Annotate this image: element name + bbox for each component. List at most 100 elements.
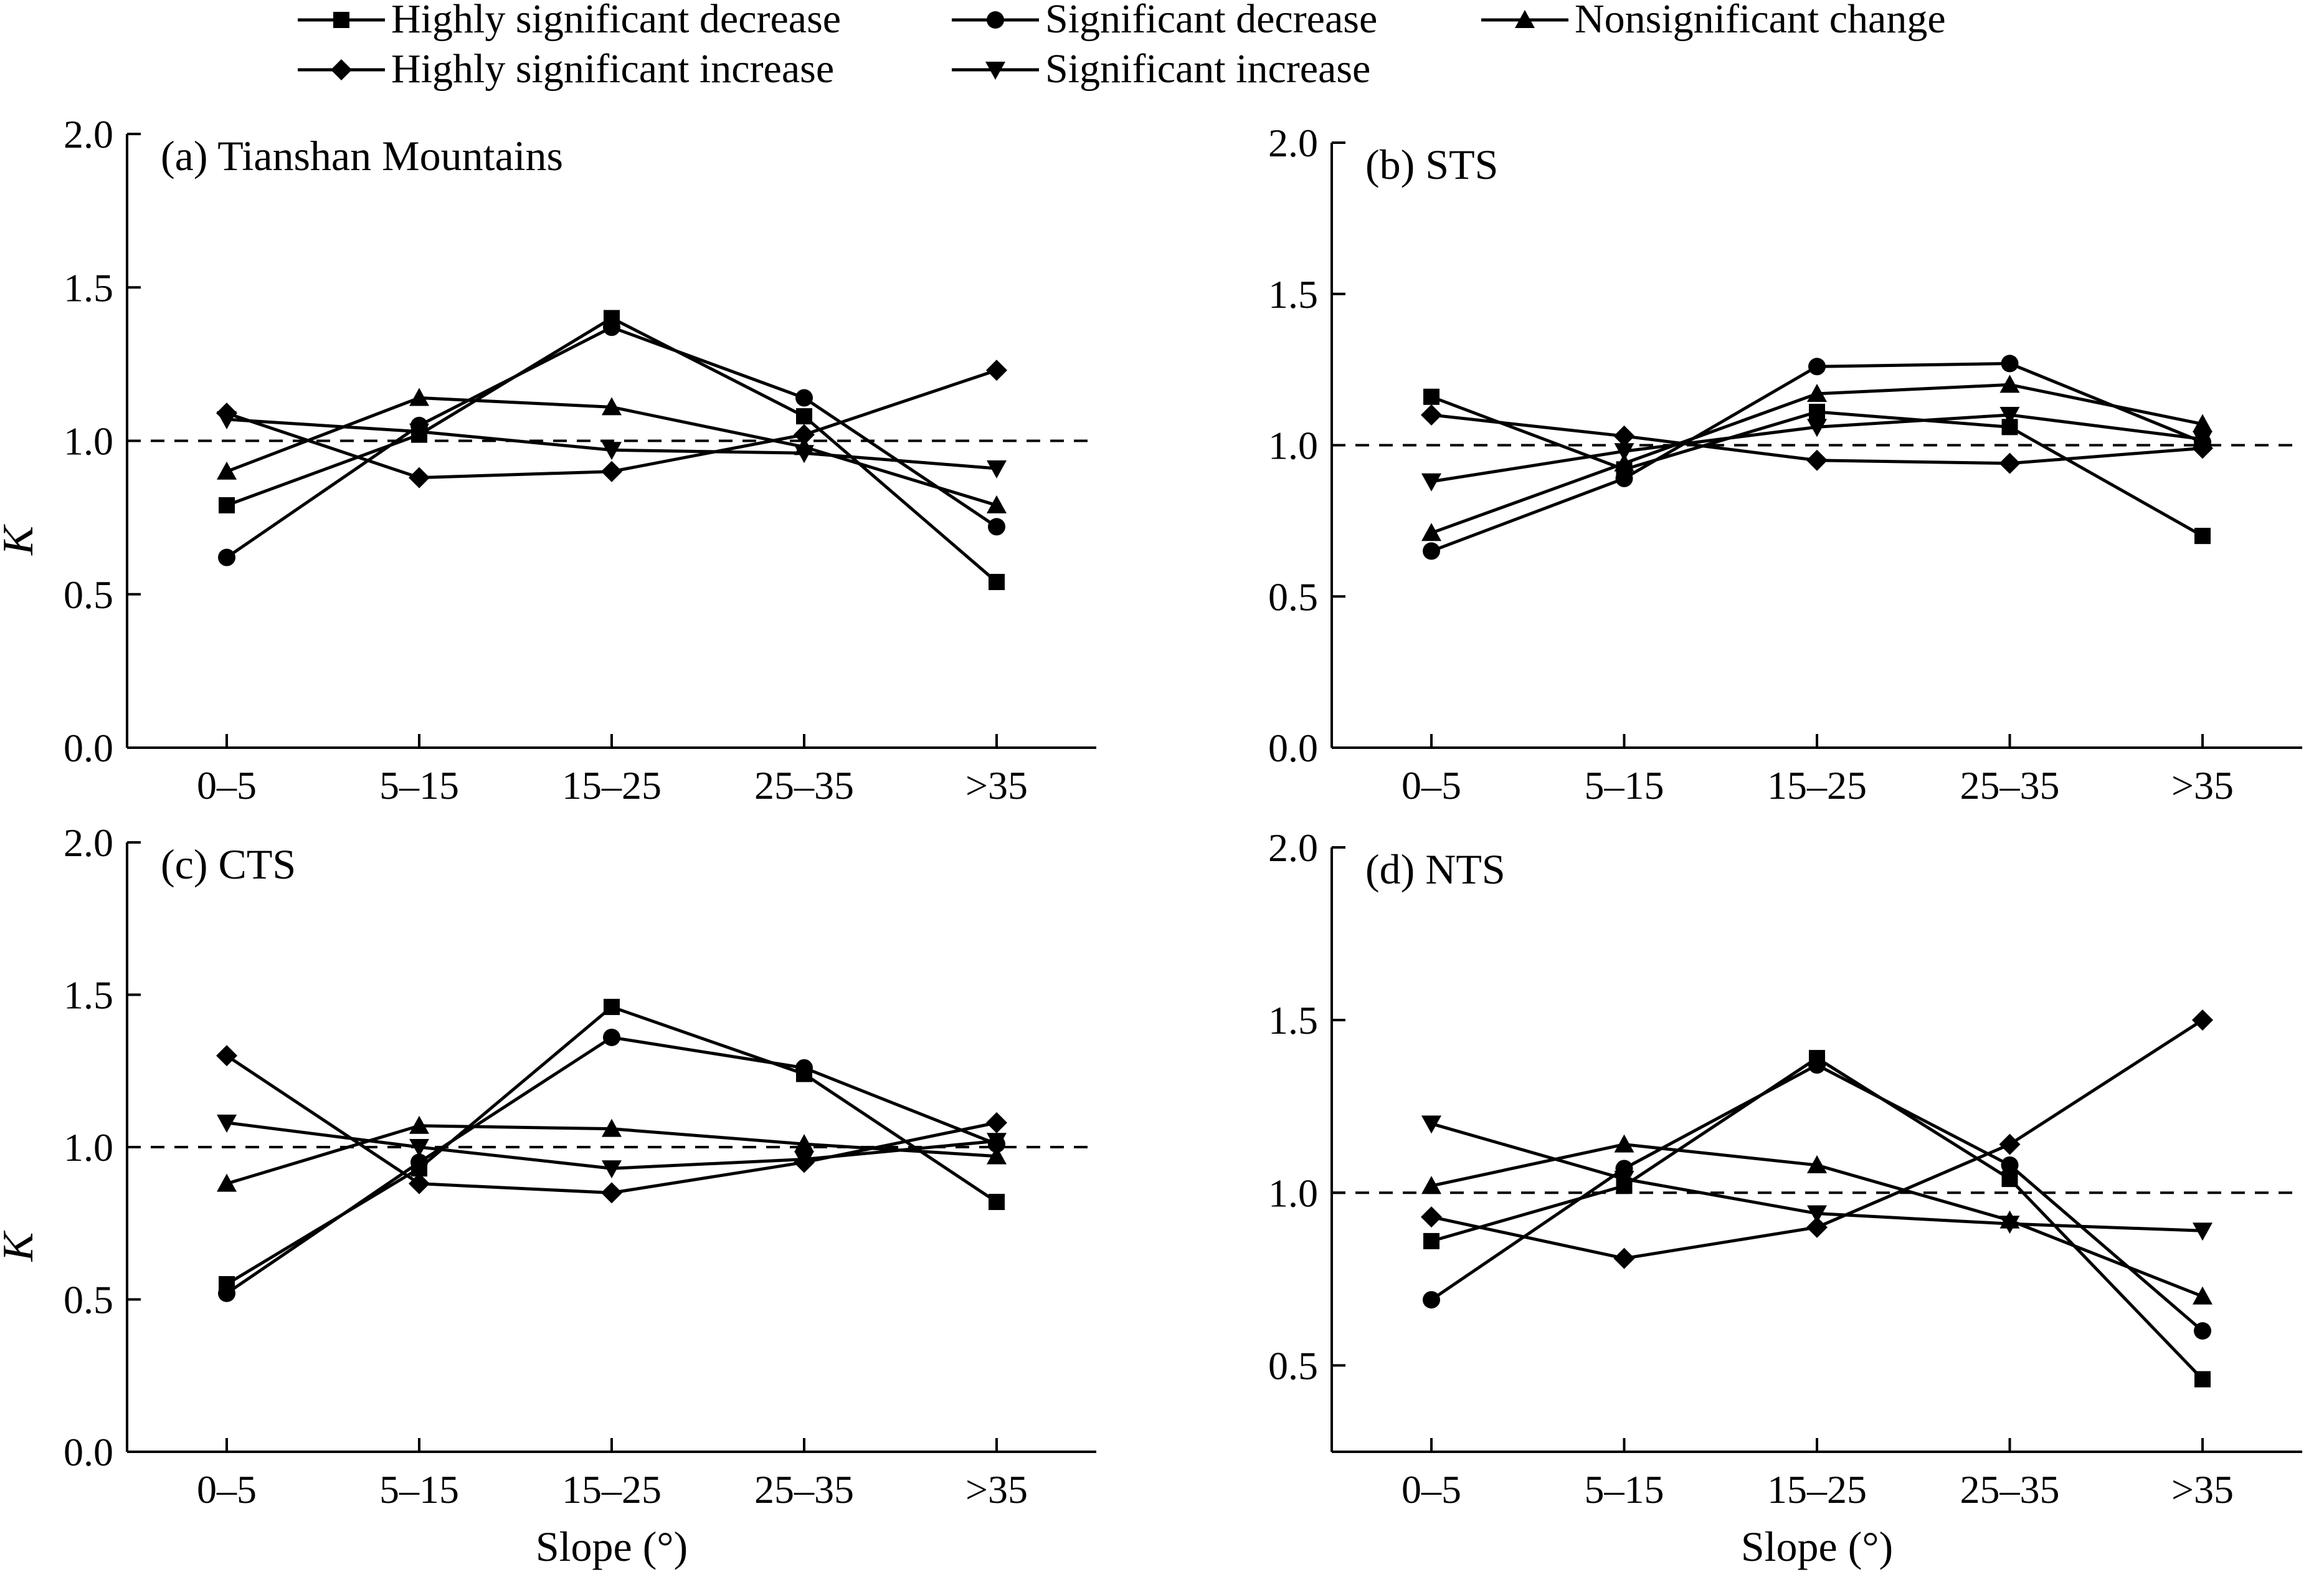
series	[219, 310, 1005, 591]
legend-marker	[331, 59, 352, 80]
y-tick-label: 0.0	[64, 726, 113, 770]
data-point	[796, 408, 812, 425]
data-point	[217, 411, 237, 430]
chart-panel: 0.5 1.0 1.5 2.0 0–5 5–15 15–25 25–35 >35 (d) NTS S…	[1268, 826, 2302, 1570]
data-point	[1807, 1205, 1827, 1224]
data-point	[218, 1284, 235, 1302]
data-point	[217, 461, 237, 480]
chart-panel: 0.0 0.5 1.0 1.5 2.0 0–5 5–15 15–25 25–35 >35 (b) S…	[1268, 121, 2302, 808]
x-tick-label: 0–5	[197, 763, 257, 808]
data-point	[1999, 452, 2021, 474]
x-tick-label: 15–25	[562, 763, 662, 808]
data-point	[409, 388, 429, 406]
data-point	[601, 1182, 622, 1204]
data-point	[410, 1153, 428, 1171]
data-point	[1421, 473, 1441, 492]
data-point	[216, 1045, 237, 1067]
data-point	[409, 467, 430, 488]
chart-panel: 0.0 0.5 1.0 1.5 2.0 0–5 5–15 15–25 25–35 >35 (a) T…	[0, 112, 1096, 808]
panel-title: (d) NTS	[1365, 846, 1506, 893]
x-tick-label: 0–5	[1402, 1467, 1461, 1512]
x-axis-label: Slope (°)	[1741, 1523, 1893, 1570]
data-point	[2194, 1322, 2211, 1340]
series	[1421, 406, 2213, 492]
x-tick-label: >35	[965, 1467, 1028, 1512]
data-point	[1999, 1133, 2021, 1155]
x-tick-label: 15–25	[1767, 763, 1867, 808]
data-point	[1614, 453, 1634, 472]
data-point	[1614, 1171, 1634, 1189]
data-point	[989, 1194, 1005, 1211]
legend-item: Significant decrease	[952, 0, 1377, 42]
y-tick-label: 1.5	[64, 265, 113, 310]
data-point	[1614, 443, 1634, 462]
chart-panel: 0.0 0.5 1.0 1.5 2.0 0–5 5–15 15–25 25–35 >35 (c) C…	[0, 821, 1096, 1570]
legend-label: Nonsignificant change	[1575, 0, 1946, 42]
data-point	[1809, 404, 1825, 421]
data-point	[1807, 383, 1827, 402]
data-point	[2194, 528, 2211, 545]
data-point	[1806, 1216, 1828, 1238]
y-tick-label: 1.0	[1268, 1171, 1318, 1215]
data-point	[2192, 1009, 2213, 1031]
series	[216, 360, 1007, 488]
legend-item: Nonsignificant change	[1481, 0, 1946, 42]
data-point	[2194, 1371, 2211, 1388]
data-point	[1999, 406, 2020, 425]
data-point	[1421, 523, 1441, 541]
y-tick-label: 0.5	[64, 1278, 113, 1322]
legend-label: Highly significant decrease	[391, 0, 841, 42]
x-tick-label: 5–15	[379, 1467, 459, 1512]
legend-item: Highly significant increase	[298, 46, 834, 92]
y-tick-label: 2.0	[64, 821, 113, 865]
data-point	[794, 424, 815, 446]
data-point	[602, 1160, 622, 1179]
data-point	[409, 1139, 429, 1157]
data-point	[604, 999, 620, 1016]
y-tick-label: 1.0	[64, 1125, 113, 1170]
y-tick-label: 2.0	[1268, 121, 1318, 165]
legend-label: Significant increase	[1045, 46, 1370, 92]
data-point	[2193, 431, 2213, 449]
data-point	[1423, 1232, 1439, 1249]
data-point	[409, 423, 429, 442]
data-point	[601, 460, 622, 482]
data-point	[987, 1146, 1007, 1165]
legend-label: Significant decrease	[1045, 0, 1377, 42]
data-point	[409, 1115, 429, 1134]
x-tick-label: >35	[2171, 1467, 2234, 1512]
data-point	[2193, 1222, 2213, 1241]
data-point	[1423, 388, 1439, 405]
panel-title: (b) STS	[1365, 141, 1498, 188]
series	[1421, 1115, 2213, 1241]
legend-item: Significant increase	[952, 46, 1370, 92]
data-point	[1999, 1216, 2020, 1234]
x-tick-label: 25–35	[754, 763, 854, 808]
data-point	[1421, 1206, 1442, 1228]
data-point	[218, 548, 235, 566]
series	[217, 1114, 1007, 1179]
data-point	[603, 1028, 620, 1046]
y-tick-label: 0.5	[1268, 1343, 1318, 1388]
series	[217, 411, 1007, 479]
series	[1421, 374, 2213, 541]
data-point	[794, 1134, 814, 1153]
data-point	[219, 497, 235, 513]
data-point	[988, 518, 1005, 536]
data-point	[1423, 1291, 1440, 1309]
y-tick-label: 0.5	[1268, 574, 1318, 619]
y-tick-label: 0.5	[64, 573, 113, 617]
data-point	[2001, 1156, 2019, 1174]
y-tick-label: 1.5	[1268, 998, 1318, 1042]
data-point	[986, 1112, 1007, 1133]
data-point	[1806, 449, 1828, 471]
x-tick-label: 25–35	[754, 1467, 854, 1512]
x-tick-label: >35	[965, 763, 1028, 808]
data-point	[795, 389, 813, 407]
data-point	[1421, 1115, 1441, 1134]
legend: Highly significant decrease Significant d…	[298, 0, 1946, 92]
data-point	[987, 1133, 1007, 1151]
data-point	[217, 1114, 237, 1133]
data-point	[2193, 414, 2213, 432]
